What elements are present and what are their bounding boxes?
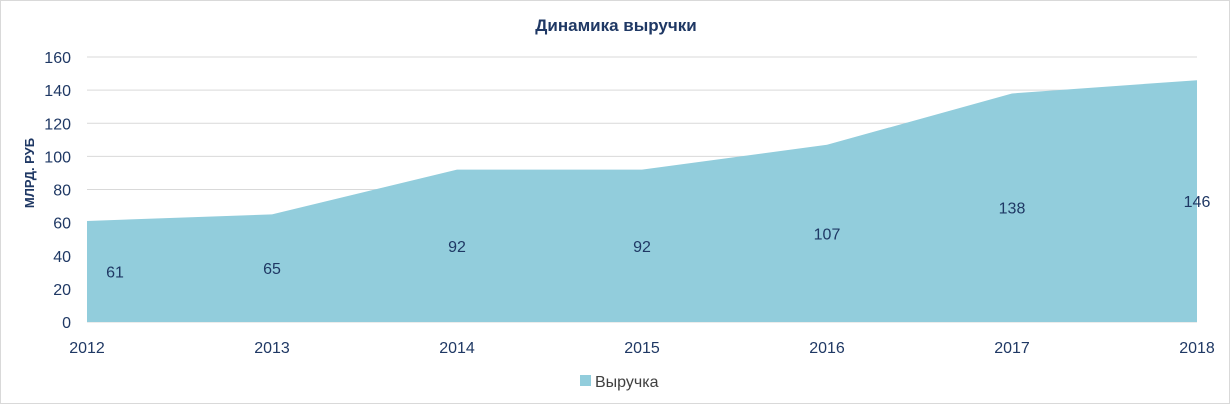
x-tick-label: 2018 <box>1179 340 1215 357</box>
x-tick-label: 2016 <box>809 340 845 357</box>
data-label: 92 <box>633 239 651 256</box>
y-tick-label: 40 <box>53 249 71 266</box>
data-label: 92 <box>448 239 466 256</box>
data-label: 61 <box>106 264 124 281</box>
data-label: 146 <box>1184 194 1211 211</box>
series-area-vyruchka <box>87 80 1197 322</box>
chart-title: Динамика выручки <box>535 16 696 35</box>
x-tick-label: 2017 <box>994 340 1030 357</box>
y-tick-label: 0 <box>62 315 71 332</box>
data-labels: 61 65 92 92 107 138 146 <box>106 194 1210 281</box>
legend-swatch <box>580 375 591 386</box>
series-area-group <box>87 80 1197 322</box>
y-tick-label: 80 <box>53 183 71 200</box>
y-tick-label: 140 <box>44 83 71 100</box>
legend-label: Выручка <box>595 374 659 391</box>
y-tick-label: 60 <box>53 216 71 233</box>
data-label: 138 <box>999 201 1026 218</box>
x-tick-label: 2012 <box>69 340 105 357</box>
data-label: 107 <box>814 226 841 243</box>
x-tick-label: 2013 <box>254 340 290 357</box>
x-tick-label: 2015 <box>624 340 660 357</box>
data-label: 65 <box>263 261 281 278</box>
x-axis-ticks: 2012 2013 2014 2015 2016 2017 2018 <box>69 340 1215 357</box>
y-tick-label: 120 <box>44 116 71 133</box>
y-tick-label: 20 <box>53 282 71 299</box>
x-tick-label: 2014 <box>439 340 475 357</box>
y-tick-label: 160 <box>44 50 71 67</box>
legend: Выручка <box>580 374 659 391</box>
y-axis-label: МЛРД. РУБ <box>22 138 37 208</box>
y-tick-label: 100 <box>44 149 71 166</box>
y-axis-ticks: 0 20 40 60 80 100 120 140 160 <box>44 50 71 332</box>
